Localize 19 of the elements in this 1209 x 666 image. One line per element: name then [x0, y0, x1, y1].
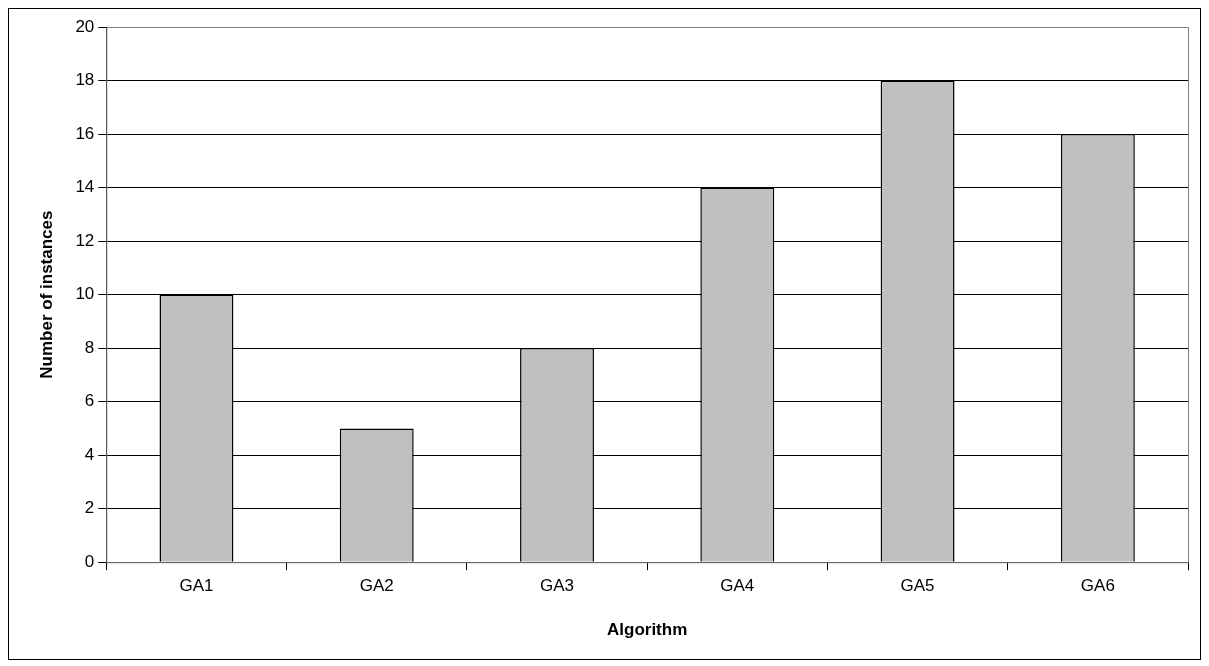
y-tick-label: 14	[75, 177, 95, 197]
x-tick-label: GA6	[1080, 576, 1115, 596]
y-tick-label: 18	[75, 70, 95, 90]
y-tick-label: 12	[75, 230, 95, 250]
y-tick-label: 16	[75, 123, 95, 143]
y-tick-label: 10	[75, 284, 95, 304]
x-axis-title: Algorithm	[607, 620, 688, 640]
y-tick-label: 4	[84, 444, 95, 464]
y-tick-label: 2	[84, 498, 95, 518]
x-tick-label: GA2	[359, 576, 394, 596]
x-tick-label: GA3	[540, 576, 575, 596]
x-tick-label: GA4	[720, 576, 755, 596]
x-tick-label: GA1	[179, 576, 214, 596]
y-tick-label: 20	[75, 16, 95, 36]
x-tick-label: GA5	[900, 576, 935, 596]
y-tick-label: 0	[84, 551, 95, 571]
y-tick-label: 8	[84, 337, 95, 357]
y-axis-title: Number of instances	[36, 210, 56, 379]
y-tick-label: 6	[84, 391, 95, 411]
